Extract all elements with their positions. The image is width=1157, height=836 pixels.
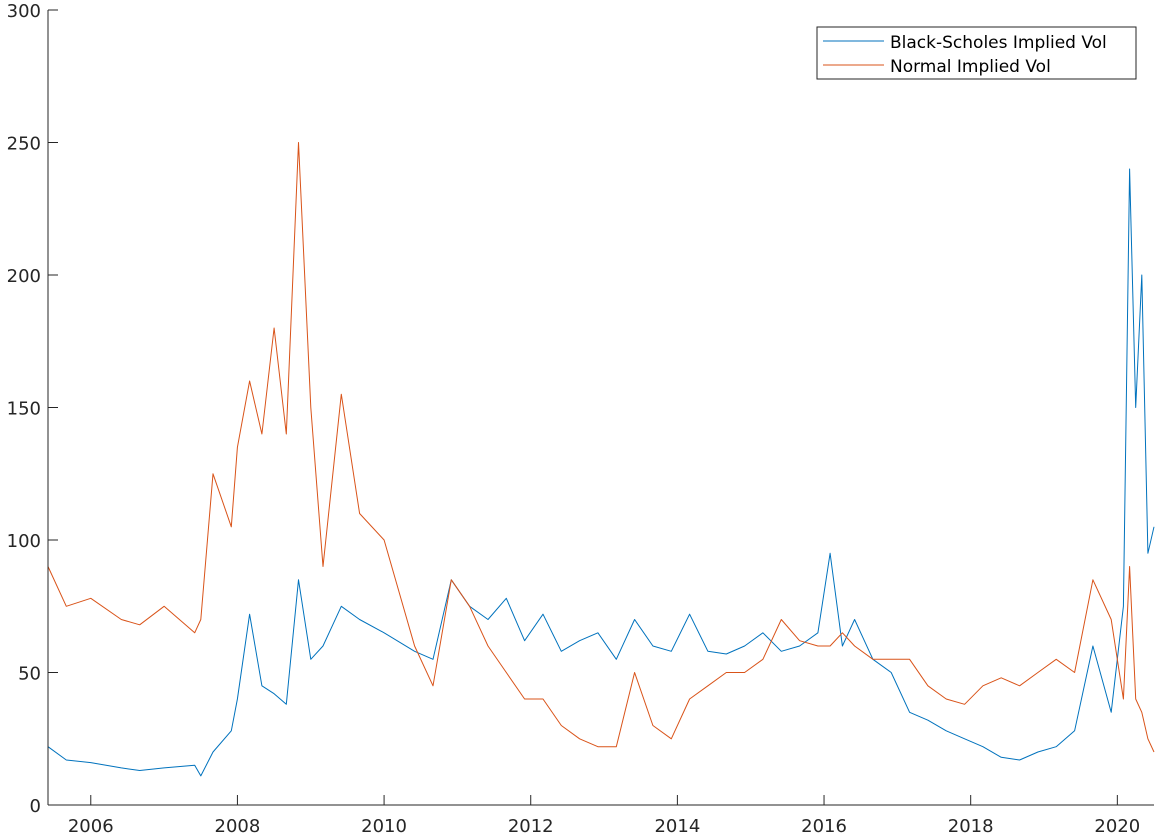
y-tick-label: 200: [7, 266, 41, 287]
legend-label-normal: Normal Implied Vol: [890, 57, 1051, 77]
y-tick-label: 50: [18, 664, 41, 685]
axes: [47, 10, 1154, 806]
x-tick-label: 2018: [948, 816, 994, 836]
x-tick-label: 2016: [801, 816, 847, 836]
ticks: 0 50 100 150 200 250 300 2006 2008 2010 2012 2014 20…: [7, 1, 1141, 836]
x-tick-label: 2014: [654, 816, 700, 836]
x-tick-label: 2010: [361, 816, 407, 836]
x-tick-label: 2008: [215, 816, 261, 836]
legend: Black-Scholes Implied Vol Normal Implied…: [816, 26, 1137, 80]
series-line-normal: [47, 142, 1155, 753]
y-tick-label: 150: [7, 399, 41, 420]
x-tick-label: 2006: [68, 816, 114, 836]
y-tick-label: 250: [7, 134, 41, 155]
y-tick-label: 300: [7, 1, 41, 22]
x-tick-label: 2012: [508, 816, 554, 836]
series-layer: [47, 142, 1155, 777]
series-line-black-scholes: [47, 168, 1155, 777]
legend-box: [816, 26, 1137, 80]
legend-label-black-scholes: Black-Scholes Implied Vol: [890, 33, 1107, 53]
y-tick-label: 0: [30, 796, 41, 817]
x-tick-label: 2020: [1094, 816, 1140, 836]
y-tick-label: 100: [7, 531, 41, 552]
